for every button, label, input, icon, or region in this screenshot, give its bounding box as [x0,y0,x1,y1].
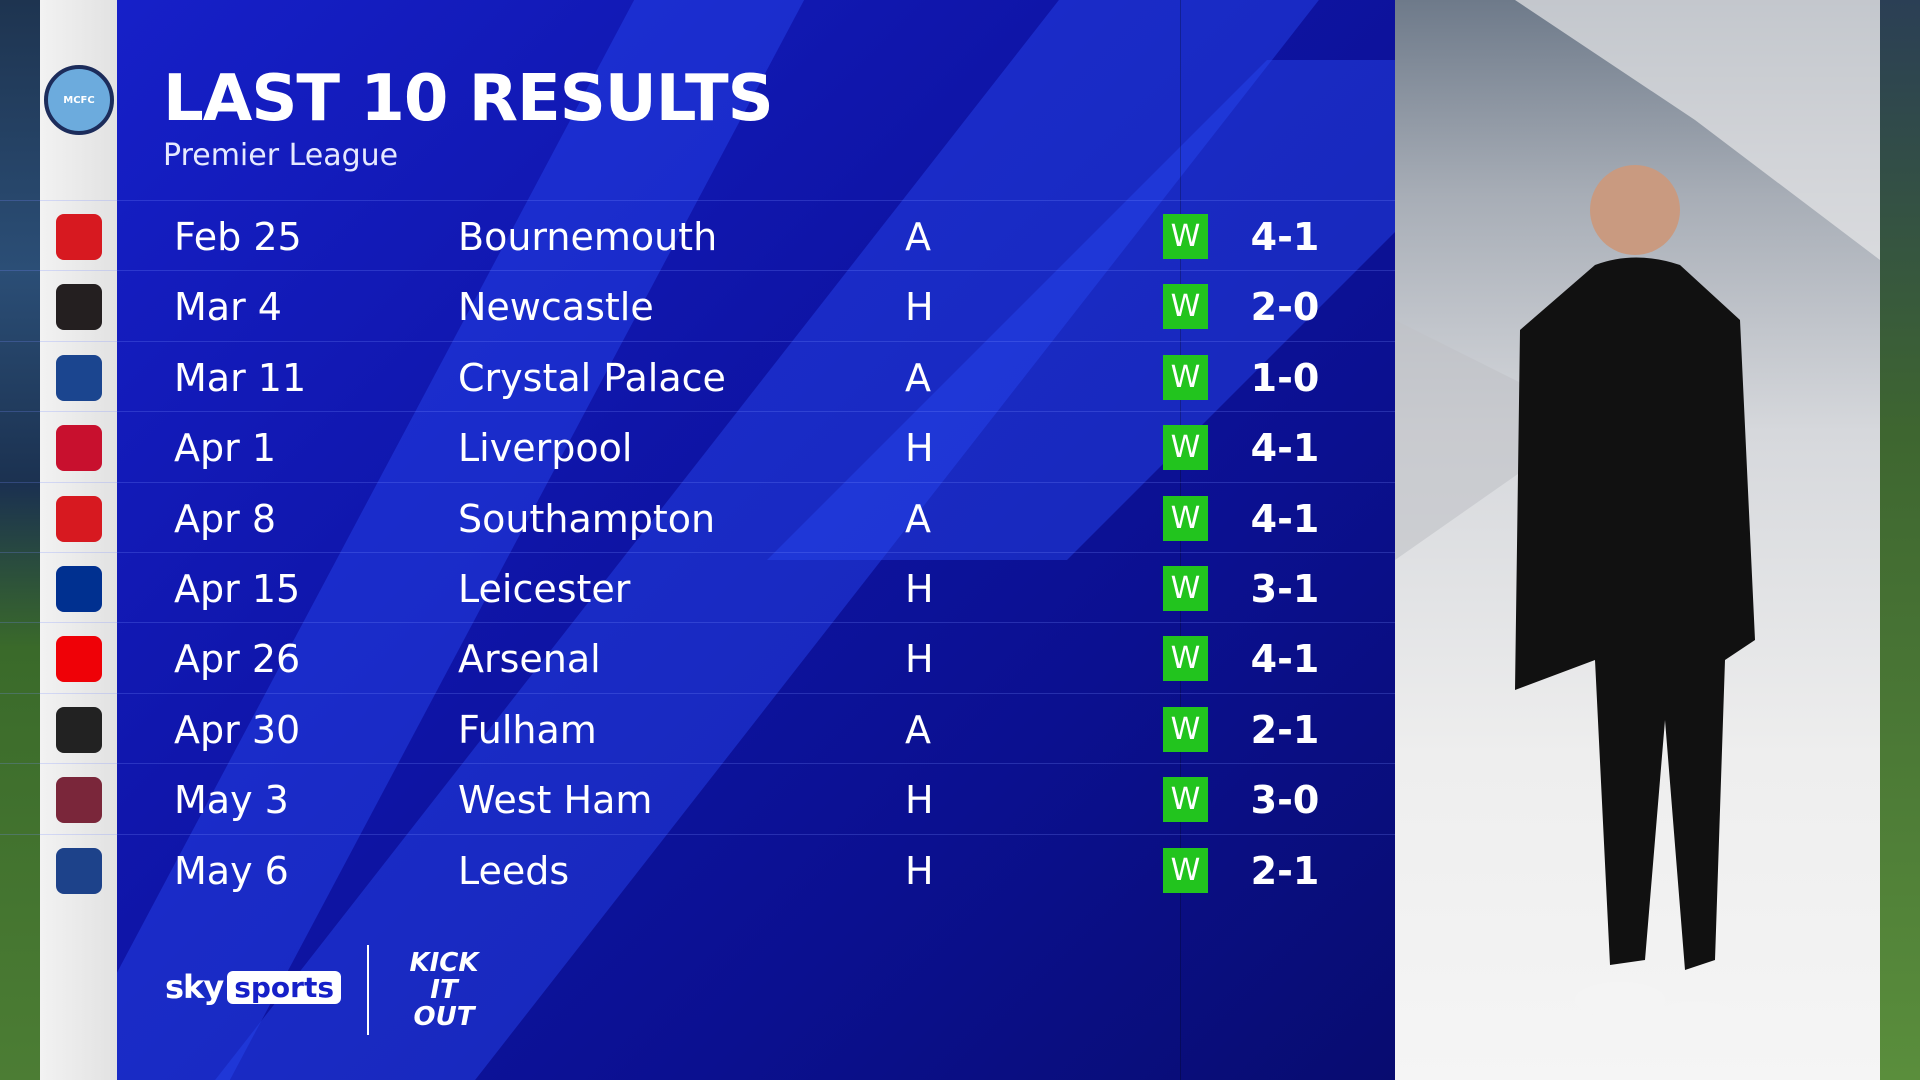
result-badge: W [1163,284,1208,330]
opponent-badge-icon [56,495,102,542]
opponent-name: Crystal Palace [458,355,726,400]
score: 4-1 [1250,215,1320,259]
opponent-name: West Ham [458,778,653,823]
score: 2-1 [1250,848,1320,893]
result-badge: W [1163,566,1208,611]
venue: H [905,637,934,682]
score: 2-1 [1250,707,1320,752]
stadium-background-left [0,0,40,1080]
sky-text: sky [165,968,224,1006]
result-row: Apr 1 Liverpool H W 4-1 [0,411,1395,481]
result-row: Apr 8 Southampton A W 4-1 [0,481,1395,552]
result-row: May 3 West Ham H W 3-0 [0,763,1395,833]
page-title: LAST 10 RESULTS [163,62,774,136]
result-row: Apr 30 Fulham A W 2-1 [0,692,1395,763]
score: 1-0 [1250,355,1320,400]
match-date: Mar 11 [174,355,307,400]
sky-sports-logo: sky sports [165,968,341,1006]
opponent-name: Arsenal [458,637,601,682]
opponent-name: Newcastle [458,285,654,330]
result-badge: W [1163,777,1208,823]
result-badge: W [1163,214,1208,259]
venue: H [905,285,934,330]
kick-it-out-logo: KICK IT OUT [409,948,479,1032]
venue: H [905,778,934,823]
match-date: Apr 26 [174,637,301,682]
opponent-name: Fulham [458,707,597,752]
stadium-background-right [1880,0,1920,1080]
score: 3-1 [1250,567,1320,611]
opponent-name: Leeds [458,848,570,893]
result-badge: W [1163,636,1208,682]
match-date: May 3 [174,778,289,823]
result-row: Mar 11 Crystal Palace A W 1-0 [0,340,1395,411]
result-badge: W [1163,847,1208,893]
result-badge: W [1163,354,1208,400]
result-badge: W [1163,706,1208,752]
opponent-badge-icon [56,425,102,472]
result-badge: W [1163,425,1208,471]
opponent-badge-icon [56,777,102,824]
opponent-name: Bournemouth [458,215,718,259]
score: 3-0 [1250,778,1320,823]
result-row: Feb 25 Bournemouth A W 4-1 [0,200,1395,270]
match-date: May 6 [174,848,289,893]
match-date: Apr 8 [174,496,276,541]
sports-text: sports [227,970,341,1004]
opponent-badge-icon [56,214,102,260]
opponent-name: Southampton [458,496,716,541]
opponent-name: Leicester [458,567,631,611]
venue: H [905,848,934,893]
opponent-badge-icon [56,354,102,401]
opponent-name: Liverpool [458,426,633,471]
venue: A [905,707,931,752]
match-date: Apr 1 [174,426,276,471]
score: 2-0 [1250,285,1320,330]
match-date: Apr 15 [174,567,301,611]
venue: H [905,426,934,471]
competition-subtitle: Premier League [163,138,399,173]
opponent-badge-icon [56,847,102,894]
score: 4-1 [1250,426,1320,471]
manager-photo [1395,0,1880,1080]
match-date: Mar 4 [174,285,282,330]
venue: A [905,215,931,259]
result-row: May 6 Leeds H W 2-1 [0,833,1395,904]
match-date: Apr 30 [174,707,301,752]
opponent-badge-icon [56,566,102,612]
venue: H [905,567,934,611]
score: 4-1 [1250,637,1320,682]
man-city-badge: MCFC [44,65,114,135]
opponent-badge-icon [56,706,102,753]
result-row: Apr 15 Leicester H W 3-1 [0,552,1395,622]
venue: A [905,355,931,400]
score: 4-1 [1250,496,1320,541]
footer-divider [367,945,369,1035]
opponent-badge-icon [56,636,102,683]
venue: A [905,496,931,541]
opponent-badge-icon [56,284,102,331]
result-row: Mar 4 Newcastle H W 2-0 [0,270,1395,340]
result-badge: W [1163,495,1208,541]
match-date: Feb 25 [174,215,302,259]
result-row: Apr 26 Arsenal H W 4-1 [0,622,1395,692]
